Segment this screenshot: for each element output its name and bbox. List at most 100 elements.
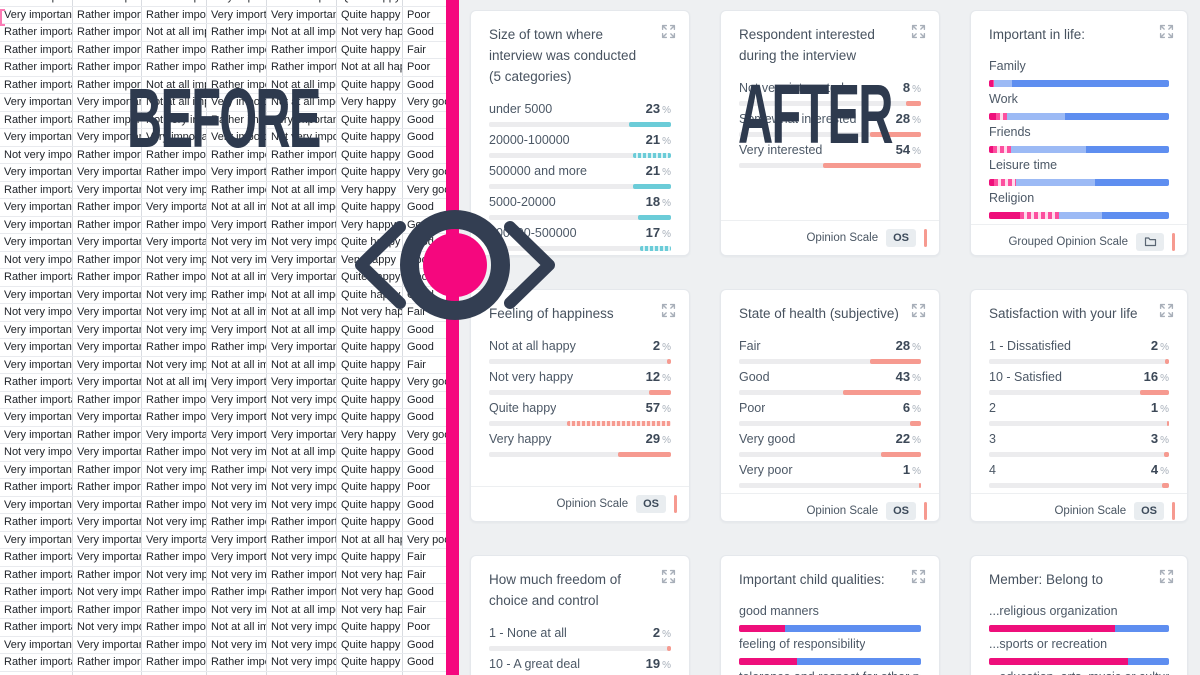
table-cell[interactable]: Rather important: [142, 269, 207, 286]
table-cell[interactable]: Not very important: [267, 619, 337, 636]
table-cell[interactable]: Rather important: [207, 41, 267, 58]
table-cell[interactable]: Not very happy: [337, 584, 403, 601]
table-cell[interactable]: Quite happy: [337, 654, 403, 671]
table-cell[interactable]: Not at all happy: [337, 59, 403, 76]
table-cell[interactable]: Very important: [267, 339, 337, 356]
table-cell[interactable]: Rather important: [0, 41, 73, 58]
table-cell[interactable]: Not at all happy: [337, 531, 403, 548]
table-cell[interactable]: Fair: [403, 357, 446, 374]
table-cell[interactable]: Very important: [207, 374, 267, 391]
table-cell[interactable]: Not very happy: [337, 304, 403, 321]
table-cell[interactable]: Rather important: [0, 671, 73, 675]
table-cell[interactable]: Very important: [0, 94, 73, 111]
table-cell[interactable]: Very important: [142, 234, 207, 251]
table-cell[interactable]: Very important: [267, 374, 337, 391]
table-cell[interactable]: Very important: [0, 636, 73, 653]
table-cell[interactable]: Good: [403, 147, 446, 164]
table-cell[interactable]: Very important: [0, 164, 73, 181]
table-cell[interactable]: Fair: [403, 602, 446, 619]
table-cell[interactable]: Not at all important: [207, 269, 267, 286]
table-cell[interactable]: Rather important: [142, 549, 207, 566]
table-cell[interactable]: Not very important: [207, 234, 267, 251]
table-cell[interactable]: Not very important: [207, 479, 267, 496]
expand-icon[interactable]: [661, 303, 676, 318]
table-cell[interactable]: Rather important: [0, 111, 73, 128]
table-cell[interactable]: Rather important: [0, 181, 73, 198]
table-cell[interactable]: Not at all important: [267, 94, 337, 111]
table-cell[interactable]: Very important: [0, 356, 73, 373]
table-cell[interactable]: Poor: [403, 59, 446, 76]
table-cell[interactable]: Quite happy: [337, 76, 403, 93]
table-cell[interactable]: Very important: [73, 339, 142, 356]
table-cell[interactable]: Rather important: [0, 479, 73, 496]
table-cell[interactable]: Good: [403, 654, 446, 671]
table-cell[interactable]: Very important: [0, 496, 73, 513]
table-cell[interactable]: Good: [403, 584, 446, 601]
table-cell[interactable]: Very important: [207, 531, 267, 548]
table-cell[interactable]: Not at all important: [142, 76, 207, 93]
table-cell[interactable]: Rather important: [207, 146, 267, 163]
table-cell[interactable]: Not at all important: [207, 304, 267, 321]
table-cell[interactable]: Very important: [142, 129, 207, 146]
table-cell[interactable]: Not very important: [267, 636, 337, 653]
table-cell[interactable]: Very important: [73, 286, 142, 303]
table-cell[interactable]: Very important: [0, 129, 73, 146]
table-cell[interactable]: Rather important: [73, 111, 142, 128]
table-cell[interactable]: Rather important: [73, 426, 142, 443]
table-cell[interactable]: Not very important: [142, 286, 207, 303]
table-cell[interactable]: Very important: [207, 6, 267, 23]
table-cell[interactable]: Not very important: [267, 391, 337, 408]
table-cell[interactable]: Rather important: [267, 146, 337, 163]
table-cell[interactable]: Very important: [207, 321, 267, 338]
table-cell[interactable]: Rather important: [207, 514, 267, 531]
table-cell[interactable]: Very important: [73, 496, 142, 513]
table-cell[interactable]: Quite happy: [337, 6, 403, 23]
table-cell[interactable]: Quite happy: [337, 391, 403, 408]
table-cell[interactable]: Rather important: [267, 59, 337, 76]
table-cell[interactable]: Good: [403, 24, 446, 41]
table-cell[interactable]: Not very important: [0, 251, 73, 268]
table-cell[interactable]: Very important: [73, 181, 142, 198]
table-cell[interactable]: Rather important: [0, 269, 73, 286]
table-cell[interactable]: Not at all important: [207, 619, 267, 636]
table-cell[interactable]: Very important: [207, 409, 267, 426]
table-cell[interactable]: Very important: [0, 409, 73, 426]
table-cell[interactable]: Rather important: [142, 59, 207, 76]
table-cell[interactable]: Quite happy: [337, 339, 403, 356]
table-cell[interactable]: Rather important: [142, 636, 207, 653]
table-cell[interactable]: Not very important: [142, 461, 207, 478]
table-cell[interactable]: Very important: [207, 391, 267, 408]
table-cell[interactable]: Good: [403, 322, 446, 339]
table-cell[interactable]: Very important: [0, 461, 73, 478]
table-cell[interactable]: Rather important: [207, 339, 267, 356]
table-cell[interactable]: Quite happy: [337, 321, 403, 338]
table-cell[interactable]: Quite happy: [337, 444, 403, 461]
table-cell[interactable]: Very important: [73, 356, 142, 373]
table-cell[interactable]: Rather important: [73, 24, 142, 41]
table-cell[interactable]: Very important: [73, 531, 142, 548]
table-cell[interactable]: Rather important: [142, 41, 207, 58]
table-cell[interactable]: Very important: [267, 6, 337, 23]
table-cell[interactable]: Fair: [403, 567, 446, 584]
table-cell[interactable]: Not very happy: [337, 566, 403, 583]
table-cell[interactable]: Not at all important: [267, 24, 337, 41]
table-cell[interactable]: Rather important: [0, 0, 73, 6]
table-cell[interactable]: Very important: [267, 426, 337, 443]
table-cell[interactable]: Rather important: [142, 164, 207, 181]
table-cell[interactable]: Not very important: [207, 636, 267, 653]
table-cell[interactable]: Rather important: [142, 479, 207, 496]
table-cell[interactable]: Not very important: [207, 566, 267, 583]
table-cell[interactable]: Rather important: [142, 444, 207, 461]
table-cell[interactable]: Poor: [403, 619, 446, 636]
table-cell[interactable]: Very important: [73, 94, 142, 111]
table-cell[interactable]: Rather important: [73, 461, 142, 478]
table-cell[interactable]: Quite happy: [337, 41, 403, 58]
table-cell[interactable]: Very happy: [337, 94, 403, 111]
table-cell[interactable]: Rather important: [142, 671, 207, 675]
table-cell[interactable]: Very important: [73, 374, 142, 391]
table-cell[interactable]: Very important: [73, 444, 142, 461]
table-cell[interactable]: Not at all important: [267, 199, 337, 216]
table-cell[interactable]: Very good: [403, 374, 446, 391]
table-cell[interactable]: Very important: [0, 531, 73, 548]
table-cell[interactable]: Very important: [267, 251, 337, 268]
